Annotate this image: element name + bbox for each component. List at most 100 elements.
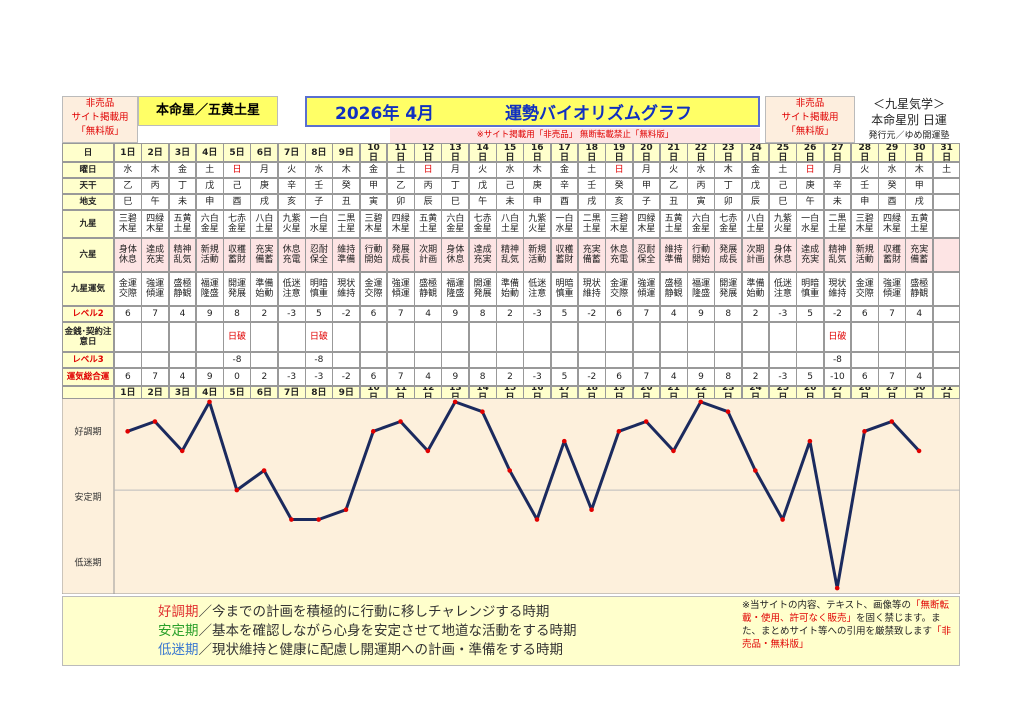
- notice-part: ※当サイトの内容、テキスト、画像等の: [742, 600, 911, 611]
- level2-cell: -3: [523, 306, 552, 322]
- day-cell: 3日: [168, 386, 197, 399]
- days-cell: 14日: [468, 143, 497, 162]
- weekdays-cell: 日: [414, 162, 442, 178]
- level2-cell: 9: [687, 306, 715, 322]
- stars-cell: 二黒土星: [823, 210, 852, 238]
- total-cell: -3: [768, 368, 797, 386]
- branches-cell: 未: [823, 194, 852, 210]
- caution-cell: [414, 322, 442, 352]
- term: 好調期: [158, 604, 199, 620]
- fortune-cell: 準備始動: [741, 272, 770, 306]
- six_stars-cell: 新規活動: [195, 238, 224, 272]
- branches-cell: 戌: [250, 194, 279, 210]
- six_stars-cell: 精神乱気: [823, 238, 852, 272]
- stems-cell: 壬: [577, 178, 606, 194]
- stars-cell: 五黄土星: [905, 210, 934, 238]
- branches-cell: 午: [141, 194, 170, 210]
- weekdays-cell: 日: [796, 162, 825, 178]
- level2-cell: 6: [850, 306, 879, 322]
- kind: 本命星別 日運: [871, 113, 947, 127]
- stems-cell: 辛: [277, 178, 306, 194]
- point: [507, 468, 513, 473]
- branches-cell: 酉: [223, 194, 251, 210]
- stars-cell: 九紫火星: [768, 210, 797, 238]
- day-cell: 23日: [714, 386, 743, 399]
- day-cell: 1日: [114, 386, 142, 399]
- stems-cell: 辛: [823, 178, 852, 194]
- fortune-cell: 開運発展: [468, 272, 497, 306]
- total-cell: 8: [714, 368, 743, 386]
- caution-cell: [114, 322, 142, 352]
- fortune-cell: 現状維持: [332, 272, 361, 306]
- level3-cell: -8: [223, 352, 251, 368]
- stems-cell: 壬: [850, 178, 879, 194]
- fortune-cell: 現状維持: [823, 272, 852, 306]
- level3-cell: [878, 352, 906, 368]
- branches-cell: 卯: [714, 194, 743, 210]
- stems-cell: 庚: [523, 178, 552, 194]
- day-cell: 11日: [386, 386, 415, 399]
- honmei: 本命星／五黄土星: [138, 96, 278, 126]
- point: [916, 448, 922, 454]
- day-cell: 7日: [277, 386, 306, 399]
- fortune-cell: 盛極静観: [168, 272, 197, 306]
- six_stars-cell: 達成充実: [796, 238, 825, 272]
- point: [370, 429, 376, 434]
- weekdays-cell: 土: [932, 162, 961, 178]
- zone-label: 安定期: [74, 491, 101, 503]
- notice-line: サイト掲載用: [781, 112, 839, 123]
- point: [643, 419, 649, 424]
- fortune-cell: 福運隆盛: [195, 272, 224, 306]
- total-cell: 9: [441, 368, 470, 386]
- branches-cell: 申: [195, 194, 224, 210]
- weekdays-cell: 日: [223, 162, 251, 178]
- stars-cell: 九紫火星: [523, 210, 552, 238]
- days-cell: 29日: [878, 143, 906, 162]
- level2-cell: 6: [605, 306, 633, 322]
- days-cell: 27日: [823, 143, 852, 162]
- level2-cell: 7: [141, 306, 170, 322]
- day-cell: 14日: [468, 386, 497, 399]
- six_stars-cell: 収穫蓄財: [223, 238, 251, 272]
- weekdays-cell: 木: [905, 162, 934, 178]
- point: [616, 429, 622, 434]
- caution-cell: [277, 322, 306, 352]
- weekdays-cell: 月: [441, 162, 470, 178]
- fortune-cell: 盛極静観: [659, 272, 688, 306]
- school: ＜九星気学＞: [872, 97, 945, 111]
- branches-cell: 丑: [659, 194, 688, 210]
- day-cell: 25日: [768, 386, 797, 399]
- notice-part: 「無断転載・使用、許可なく販売」: [742, 600, 950, 624]
- total-cell: 0: [223, 368, 251, 386]
- stems-cell: 戊: [468, 178, 497, 194]
- day-cell: 12日: [414, 386, 442, 399]
- day-cell: 15日: [496, 386, 524, 399]
- level2-cell: 9: [441, 306, 470, 322]
- stars-cell: 五黄土星: [659, 210, 688, 238]
- stems-cell: 丁: [714, 178, 743, 194]
- term: 安定期: [158, 623, 199, 639]
- branches-cell: 酉: [550, 194, 579, 210]
- total-cell: -3: [277, 368, 306, 386]
- point: [753, 468, 758, 473]
- stems-cell: 丙: [141, 178, 170, 194]
- notice-line: 「無料版」: [786, 126, 834, 137]
- row-label: 運気総合運: [62, 368, 114, 386]
- level2-cell: 5: [796, 306, 825, 322]
- weekdays-cell: 月: [632, 162, 661, 178]
- stems-cell: 庚: [796, 178, 825, 194]
- branches-cell: 子: [305, 194, 333, 210]
- level2-cell: 4: [659, 306, 688, 322]
- branches-cell: 巳: [441, 194, 470, 210]
- level3-cell: [796, 352, 825, 368]
- stems-cell: 丙: [414, 178, 442, 194]
- total-cell: 6: [605, 368, 633, 386]
- level2-cell: 6: [359, 306, 388, 322]
- total-cell: 7: [632, 368, 661, 386]
- fortune-cell: 強運傾運: [386, 272, 415, 306]
- day-cell: 5日: [223, 386, 251, 399]
- total-cell: 7: [878, 368, 906, 386]
- total-cell: -10: [823, 368, 852, 386]
- total-cell: 4: [659, 368, 688, 386]
- branches-cell: 申: [850, 194, 879, 210]
